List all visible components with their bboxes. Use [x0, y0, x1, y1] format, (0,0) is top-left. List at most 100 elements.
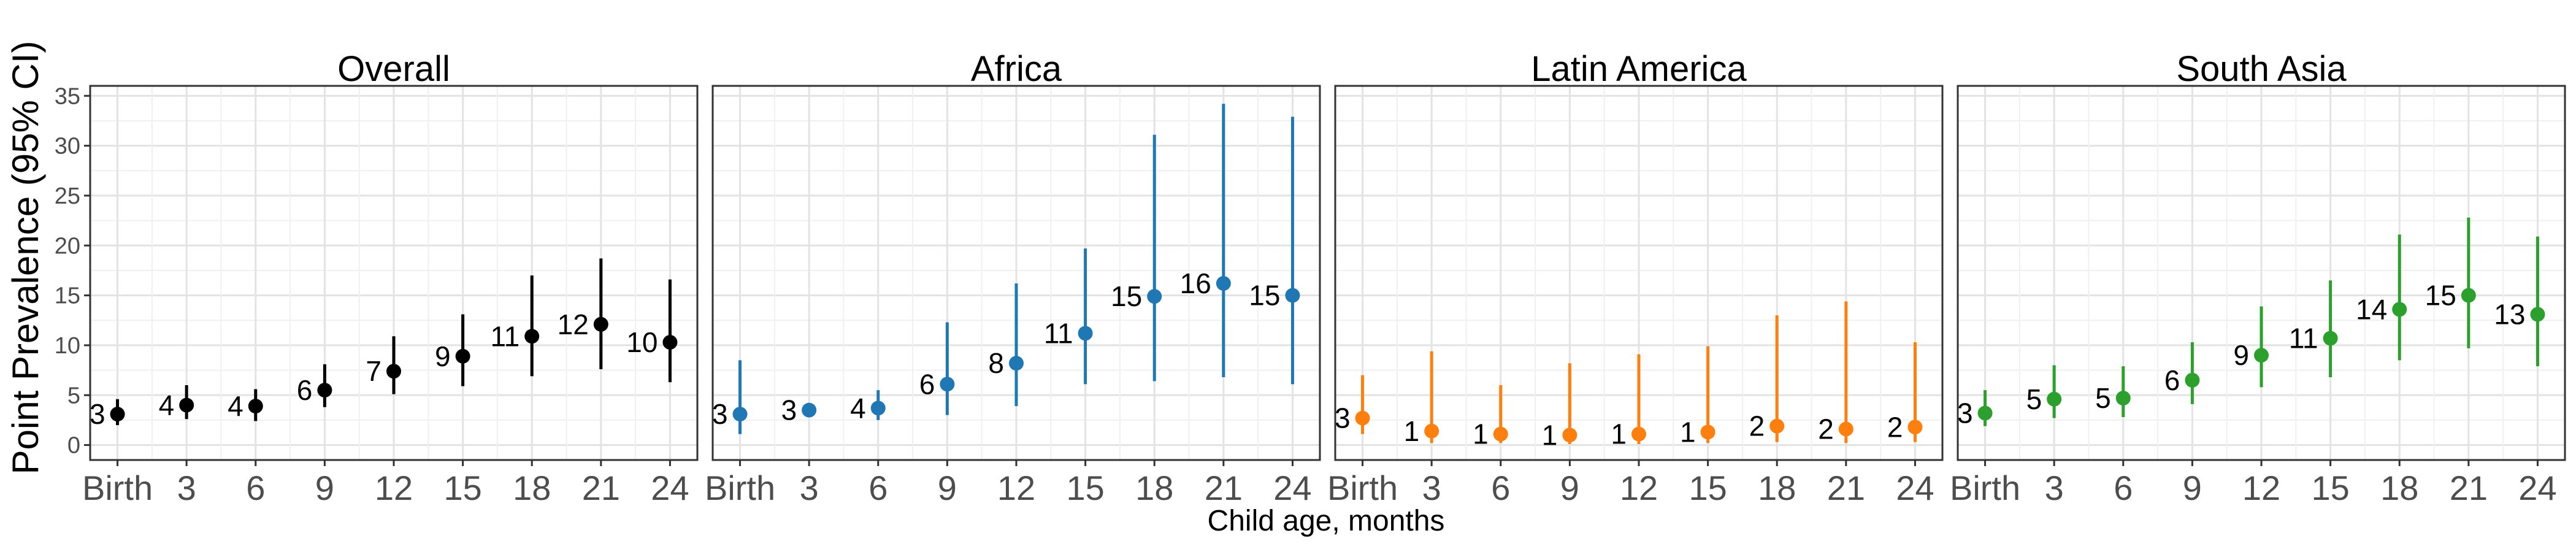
data-point	[802, 402, 817, 418]
point-label: 5	[2026, 383, 2042, 415]
x-tick-label: 21	[1827, 469, 1865, 507]
x-tick-label: 9	[1560, 469, 1579, 507]
data-point	[1078, 326, 1093, 341]
point-label: 3	[1957, 397, 1973, 429]
point-label: 7	[366, 355, 381, 387]
x-tick-label: 15	[1689, 469, 1727, 507]
point-label: 2	[1887, 411, 1903, 443]
data-point	[455, 348, 470, 364]
x-tick-label: 21	[582, 469, 620, 507]
data-point	[1424, 423, 1439, 439]
data-point	[593, 316, 608, 332]
point-label: 1	[1473, 418, 1489, 450]
point-label: 11	[490, 320, 519, 352]
x-tick-label: 3	[800, 469, 819, 507]
x-tick-label: 9	[315, 469, 334, 507]
data-point	[2530, 307, 2545, 322]
point-label: 11	[2289, 323, 2318, 355]
panel-africa: Africa 3 3 4 6 8 11 15 16 15 Birth 3 6 9 12 15 18 21 24	[705, 49, 1321, 507]
data-point	[1838, 421, 1853, 437]
data-point	[1493, 426, 1508, 442]
x-tick-label: 21	[1205, 469, 1243, 507]
x-tick-label: 6	[2114, 469, 2133, 507]
x-tick-label: 24	[1896, 469, 1934, 507]
point-label: 1	[1404, 415, 1420, 447]
x-tick-label: 9	[2183, 469, 2202, 507]
x-tick-label: 6	[246, 469, 265, 507]
point-label: 9	[2233, 339, 2249, 371]
panel-title: Overall	[337, 49, 450, 89]
y-tick-label: 35	[55, 83, 80, 109]
data-point	[1977, 405, 1993, 421]
data-point	[1216, 276, 1231, 291]
x-tick-label: Birth	[82, 469, 153, 507]
y-axis-title: Point Prevalence (95% CI)	[5, 41, 46, 475]
data-point	[1147, 289, 1162, 304]
point-label: 6	[2164, 364, 2180, 396]
data-point	[1769, 418, 1785, 434]
point-label: 4	[228, 390, 243, 422]
y-tick-label: 15	[55, 283, 80, 309]
data-point	[317, 383, 332, 398]
panel-title: South Asia	[2176, 49, 2347, 89]
data-point	[870, 401, 886, 416]
x-tick-label: Birth	[1950, 469, 2020, 507]
point-label: 1	[1542, 419, 1558, 451]
point-label: 15	[1249, 280, 1280, 312]
point-label: 6	[297, 374, 313, 406]
point-label: 3	[712, 398, 728, 430]
x-tick-label: 21	[2450, 469, 2488, 507]
point-label: 12	[558, 309, 589, 340]
y-tick-label: 30	[55, 134, 80, 159]
point-label: 3	[781, 394, 797, 426]
point-label: 15	[2425, 280, 2456, 312]
panel-overall: Overall 3 4 4 6 7 9 11 12 10 Birth 3 6 9 12 15 18 21 24 0 5 1…	[55, 49, 699, 507]
x-tick-label: 24	[651, 469, 689, 507]
y-tick-label: 5	[67, 383, 80, 408]
x-tick-label: Birth	[705, 469, 775, 507]
y-tick-label: 25	[55, 183, 80, 209]
x-tick-label: Birth	[1327, 469, 1398, 507]
point-label: 11	[1044, 317, 1073, 349]
x-tick-label: 24	[1273, 469, 1311, 507]
data-point	[2392, 302, 2407, 317]
x-tick-label: 12	[2242, 469, 2280, 507]
point-label: 3	[1335, 402, 1351, 434]
x-tick-label: 12	[997, 469, 1035, 507]
data-point	[1907, 420, 1923, 435]
panel-title: Africa	[971, 49, 1062, 89]
point-label: 10	[626, 326, 657, 358]
data-point	[179, 397, 194, 413]
y-tick-label: 10	[55, 333, 80, 359]
point-label: 2	[1749, 410, 1765, 442]
data-point	[732, 407, 748, 422]
panel-border	[1957, 85, 2566, 461]
x-tick-label: 15	[443, 469, 481, 507]
point-label: 6	[919, 368, 935, 400]
point-label: 2	[1818, 413, 1834, 445]
data-point	[940, 377, 955, 392]
panel-border	[711, 85, 1321, 461]
point-label: 13	[2494, 299, 2525, 331]
y-tick-label: 0	[67, 433, 80, 459]
x-tick-label: 9	[938, 469, 957, 507]
x-tick-label: 12	[1620, 469, 1658, 507]
point-label: 3	[90, 398, 105, 430]
y-tick-label: 20	[55, 233, 80, 259]
data-point	[1562, 427, 1577, 443]
data-point	[2323, 331, 2338, 346]
point-label: 1	[1611, 418, 1627, 450]
data-point	[110, 407, 125, 422]
point-label: 4	[159, 389, 175, 421]
x-tick-label: 15	[1066, 469, 1104, 507]
panel-border	[89, 85, 699, 461]
x-tick-label: 3	[177, 469, 196, 507]
x-tick-label: 12	[375, 469, 413, 507]
data-point	[2461, 288, 2476, 303]
point-label: 8	[988, 347, 1004, 379]
data-point	[2047, 391, 2062, 407]
data-point	[662, 335, 678, 350]
data-point	[1631, 426, 1646, 442]
